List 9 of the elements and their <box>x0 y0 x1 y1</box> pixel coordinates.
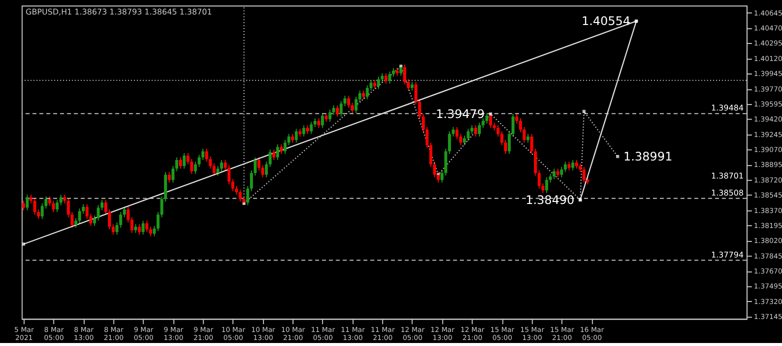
chart-title: GBPUSD,H1 1.38673 1.38793 1.38645 1.38701 <box>26 7 212 16</box>
annotation: 1.38490 <box>526 192 574 207</box>
ref-line-label: 1.38508 <box>711 188 744 198</box>
annotation: 1.39479 <box>436 106 485 121</box>
ref-line-label: 1.37794 <box>711 250 744 260</box>
ref-line-label: 1.39484 <box>711 104 744 113</box>
annotation: 1.38991 <box>624 149 672 164</box>
annotation: 1.40554 <box>582 14 630 28</box>
annotation: 1.38701 <box>711 172 744 181</box>
